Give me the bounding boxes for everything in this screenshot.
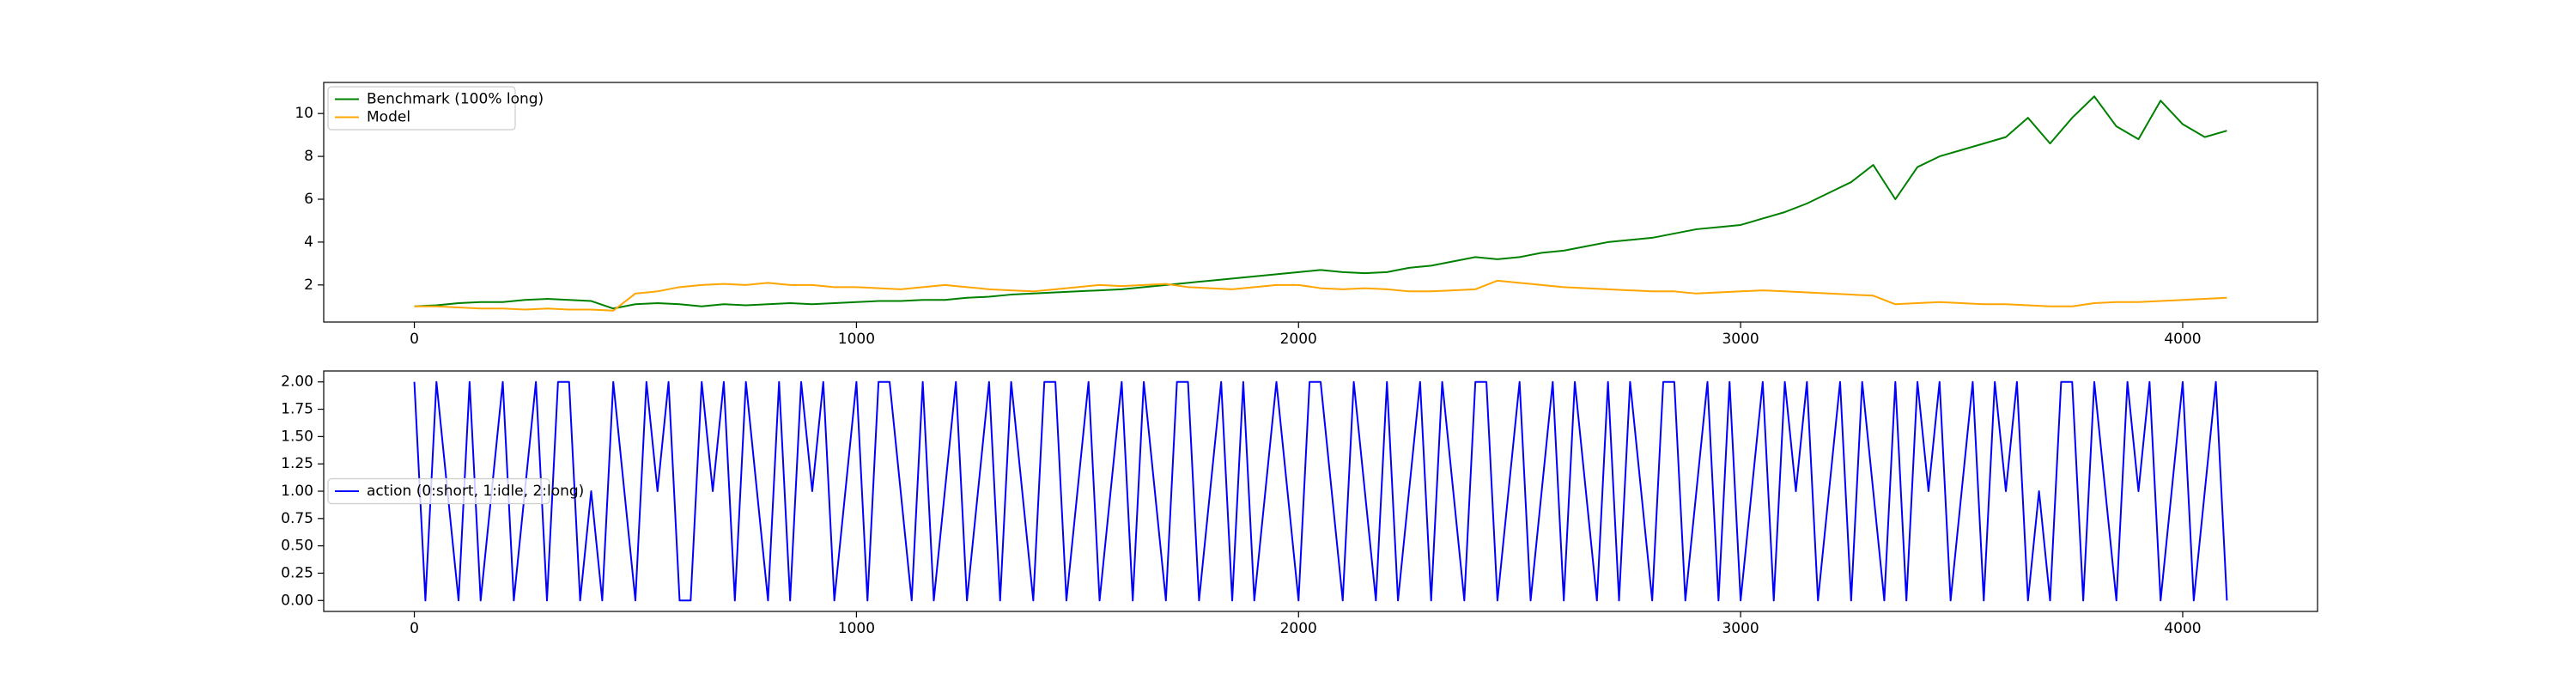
y-tick-label: 6 xyxy=(304,191,313,208)
legend-label: action (0:short, 1:idle, 2:long) xyxy=(367,483,584,500)
y-tick-label: 10 xyxy=(295,105,313,122)
series-line xyxy=(414,279,2227,312)
y-tick-label: 0.25 xyxy=(281,564,313,581)
y-tick-label: 0.75 xyxy=(281,510,313,527)
x-tick-label: 3000 xyxy=(1722,331,1759,348)
legend-label: Benchmark (100% long) xyxy=(367,91,544,108)
x-tick-label: 3000 xyxy=(1722,620,1759,637)
series-line xyxy=(413,380,2228,602)
legend-box xyxy=(327,477,550,505)
legend-label: Model xyxy=(367,109,410,126)
x-tick-label: 0 xyxy=(410,331,419,348)
axes-frame xyxy=(323,370,2318,612)
x-tick-label: 4000 xyxy=(2164,620,2201,637)
series-line xyxy=(414,95,2227,310)
x-tick-label: 1000 xyxy=(838,620,875,637)
x-tick-label: 2000 xyxy=(1280,620,1317,637)
plot-area xyxy=(413,380,2228,602)
legend-box xyxy=(327,86,516,131)
x-tick-label: 1000 xyxy=(838,331,875,348)
y-tick-label: 1.25 xyxy=(281,455,313,472)
y-tick-label: 4 xyxy=(304,234,313,251)
plot-area xyxy=(414,95,2227,312)
y-tick-label: 1.00 xyxy=(281,483,313,500)
y-tick-label: 2 xyxy=(304,277,313,294)
y-tick-label: 0.50 xyxy=(281,538,313,555)
y-tick-label: 1.75 xyxy=(281,401,313,418)
y-tick-label: 8 xyxy=(304,148,313,165)
x-tick-label: 4000 xyxy=(2164,331,2201,348)
x-tick-label: 2000 xyxy=(1280,331,1317,348)
x-tick-label: 0 xyxy=(410,620,419,637)
y-tick-label: 1.50 xyxy=(281,428,313,445)
y-tick-label: 2.00 xyxy=(281,374,313,391)
y-tick-label: 0.00 xyxy=(281,592,313,609)
axes-frame xyxy=(323,82,2318,323)
